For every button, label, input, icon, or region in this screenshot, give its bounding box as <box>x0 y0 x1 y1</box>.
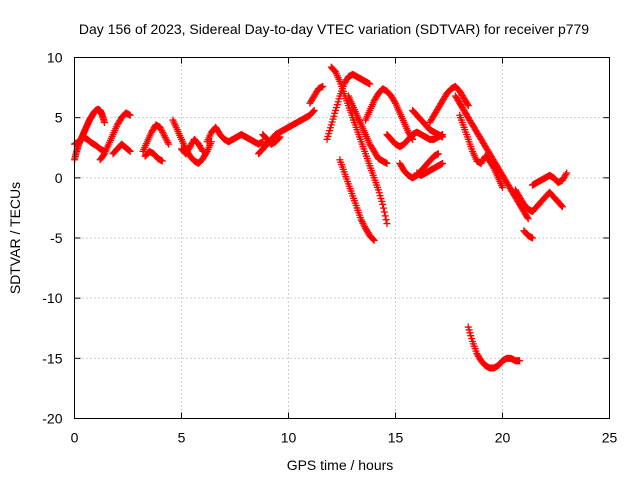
data-point-arc-16 <box>383 159 391 167</box>
y-tick-label: -20 <box>42 411 62 427</box>
data-point-arc-25 <box>558 203 566 211</box>
data-point-arc-14 <box>382 216 390 224</box>
data-point-arc-10 <box>309 107 317 115</box>
data-point-arc-14 <box>381 212 389 220</box>
y-tick-label: 0 <box>55 170 63 186</box>
data-point-arc-3 <box>126 111 134 119</box>
y-tick-label: 10 <box>47 50 63 66</box>
y-axis-label: SDTVAR / TECUs <box>7 182 23 294</box>
data-point-arc-11 <box>275 134 283 142</box>
axis-tick-labels: 0 5 10 15 20 25 10 5 0 -5 -10 -15 -20 <box>42 50 617 446</box>
data-point-arc-12 <box>319 82 327 90</box>
x-tick-label: 10 <box>281 430 297 446</box>
data-point-arc-28 <box>516 357 524 365</box>
axis-ticks <box>74 57 610 419</box>
data-point-arc-1 <box>100 118 108 126</box>
data-point-arc-15 <box>369 235 377 243</box>
data-point-arc-8 <box>199 147 207 155</box>
data-point-arc-22 <box>439 159 447 167</box>
data-point-arc-4 <box>126 147 134 155</box>
y-tick-label: 5 <box>55 110 63 126</box>
data-point-arc-23 <box>523 213 531 221</box>
data-point-arc-23 <box>524 215 532 223</box>
data-point-arc-5 <box>165 140 173 148</box>
data-point-arc-21 <box>464 102 472 110</box>
data-point-arc-24 <box>499 183 506 191</box>
data-point-arc-14 <box>380 208 388 216</box>
data-point-arc-19 <box>434 150 442 158</box>
data-point-arc-26 <box>562 170 570 178</box>
y-tick-label: -10 <box>42 290 62 306</box>
x-tick-label: 15 <box>388 430 404 446</box>
x-tick-label: 0 <box>71 430 79 446</box>
data-point-arc-25 <box>558 202 566 210</box>
data-point-arc-13 <box>366 80 374 88</box>
data-point-arc-21 <box>463 100 471 108</box>
data-points <box>71 63 571 372</box>
data-point-arc-15 <box>370 236 378 244</box>
data-point-arc-14 <box>380 204 388 212</box>
chart-title: Day 156 of 2023, Sidereal Day-to-day VTE… <box>79 21 589 37</box>
data-point-arc-20 <box>439 133 447 141</box>
data-point-arc-27 <box>528 234 536 242</box>
x-tick-label: 20 <box>495 430 511 446</box>
data-point-arc-26 <box>563 169 571 177</box>
x-tick-label: 25 <box>602 430 618 446</box>
data-point-arc-14 <box>379 200 387 208</box>
data-point-arc-9 <box>259 138 267 146</box>
y-tick-label: -15 <box>42 350 62 366</box>
data-point-arc-6 <box>158 157 166 165</box>
data-point-arc-10 <box>310 106 318 114</box>
x-axis-label: GPS time / hours <box>287 457 394 473</box>
data-point-arc-11 <box>276 133 284 141</box>
y-tick-label: -5 <box>50 230 63 246</box>
data-point-arc-14 <box>383 220 391 228</box>
data-point-arc-8 <box>198 146 206 154</box>
x-tick-label: 5 <box>178 430 186 446</box>
data-point-arc-4 <box>125 147 133 155</box>
